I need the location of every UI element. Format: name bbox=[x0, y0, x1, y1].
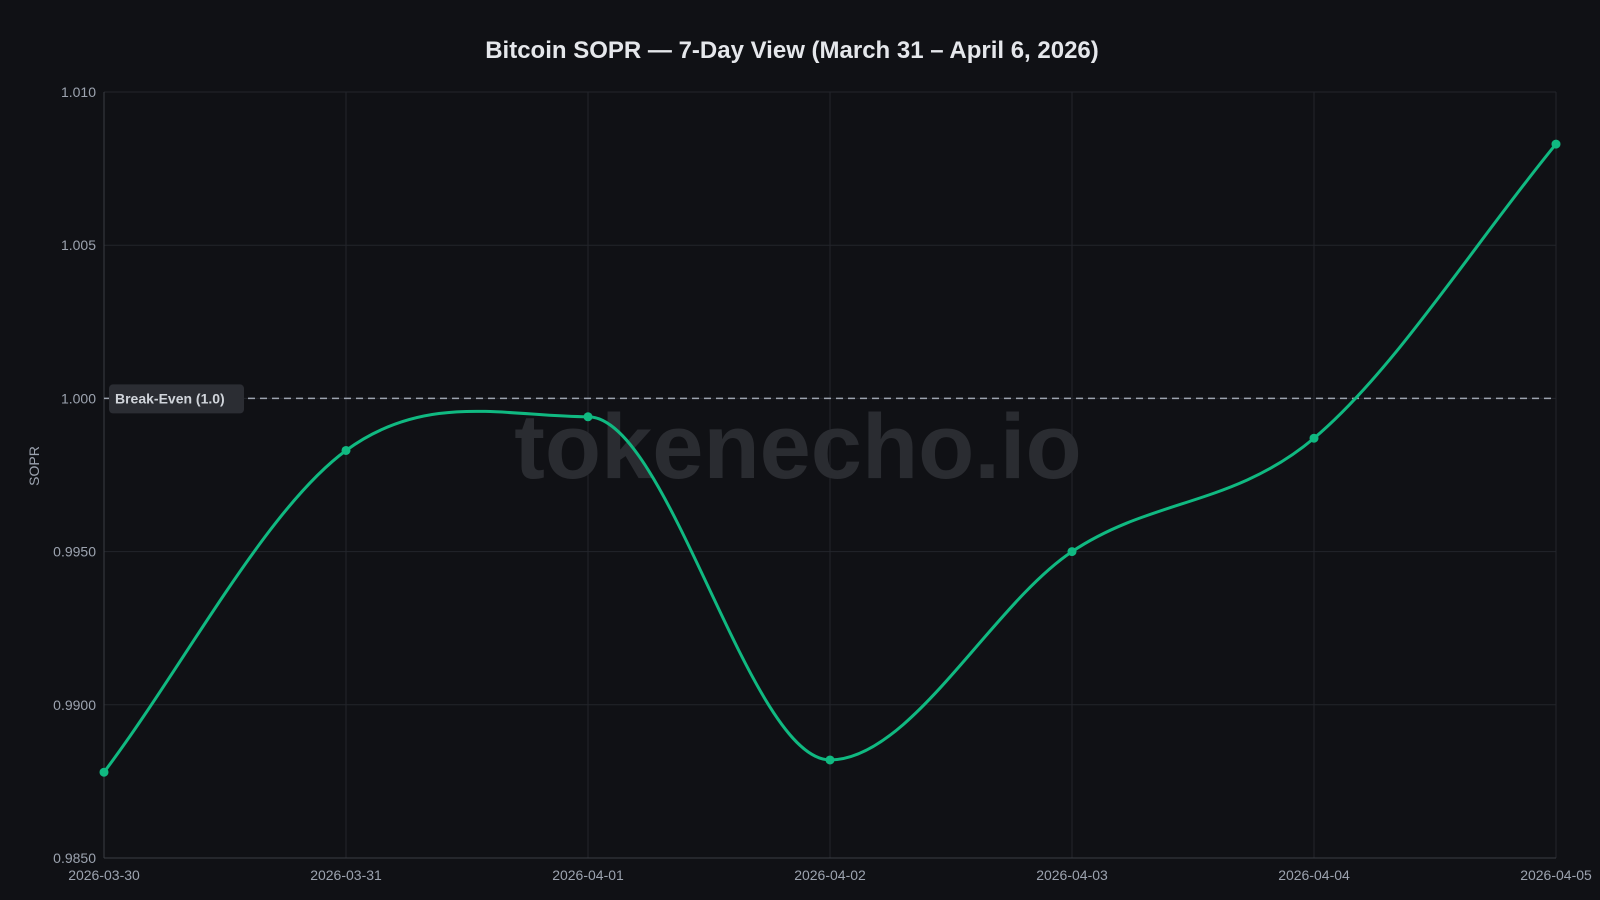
grid bbox=[103, 91, 1557, 859]
y-axis: 0.9850 0.9900 0.9950 1.000 1.005 1.010 bbox=[53, 84, 96, 866]
break-even-label: Break-Even (1.0) bbox=[115, 390, 225, 406]
data-point bbox=[1067, 547, 1077, 557]
chart-title: Bitcoin SOPR — 7-Day View (March 31 – Ap… bbox=[485, 37, 1099, 64]
y-tick-label: 0.9900 bbox=[53, 697, 96, 713]
watermark: tokenecho.io bbox=[514, 396, 1081, 498]
y-tick-label: 0.9850 bbox=[53, 850, 96, 866]
data-point bbox=[99, 767, 109, 777]
data-point bbox=[341, 445, 351, 455]
data-point bbox=[1309, 433, 1319, 443]
break-even-label-bg bbox=[109, 384, 244, 414]
x-tick-label: 2026-03-31 bbox=[310, 867, 382, 883]
x-tick-label: 2026-04-04 bbox=[1278, 867, 1350, 883]
y-tick-label: 1.010 bbox=[61, 84, 96, 100]
x-tick-label: 2026-04-03 bbox=[1036, 867, 1108, 883]
x-tick-label: 2026-04-05 bbox=[1520, 867, 1592, 883]
break-even-annotation: Break-Even (1.0) bbox=[109, 384, 244, 414]
y-tick-label: 1.005 bbox=[61, 237, 96, 253]
data-point bbox=[1551, 139, 1561, 149]
data-point bbox=[825, 755, 835, 765]
data-points bbox=[99, 139, 1561, 777]
y-axis-label: SOPR bbox=[26, 446, 42, 486]
y-tick-label: 1.000 bbox=[61, 390, 96, 406]
x-axis: 2026-03-30 2026-03-31 2026-04-01 2026-04-02… bbox=[68, 867, 1592, 883]
x-tick-label: 2026-03-30 bbox=[68, 867, 140, 883]
y-tick-label: 0.9950 bbox=[53, 544, 96, 560]
data-point bbox=[583, 412, 593, 422]
x-tick-label: 2026-04-02 bbox=[794, 867, 866, 883]
x-tick-label: 2026-04-01 bbox=[552, 867, 624, 883]
